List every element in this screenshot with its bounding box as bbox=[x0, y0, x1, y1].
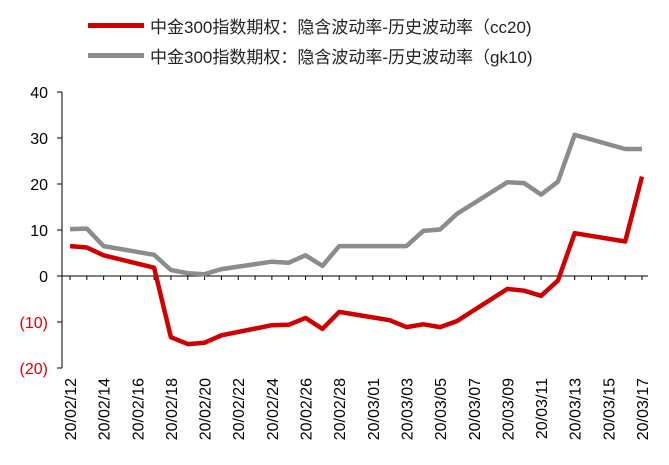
x-tick-label: 20/02/28 bbox=[332, 378, 349, 440]
series-line-gk10 bbox=[69, 132, 642, 277]
x-tick-label: 20/02/26 bbox=[299, 378, 316, 440]
legend-label-gk10: 中金300指数期权：隐含波动率-历史波动率（gk10) bbox=[150, 47, 533, 67]
legend-swatch-gk10 bbox=[88, 52, 144, 58]
chart-legend: 中金300指数期权：隐含波动率-历史波动率（cc20) 中金300指数期权：隐含… bbox=[88, 10, 533, 70]
x-tick-label: 20/02/22 bbox=[231, 378, 248, 440]
x-tick-label: 20/03/15 bbox=[601, 378, 618, 440]
x-tick-label: 20/02/20 bbox=[198, 378, 215, 440]
y-tick-label: 20 bbox=[30, 177, 48, 194]
y-tick-label: 0 bbox=[39, 269, 48, 286]
y-tick-label: (10) bbox=[20, 315, 48, 332]
x-tick-label: 20/03/17 bbox=[635, 378, 652, 440]
x-tick-label: 20/02/24 bbox=[265, 378, 282, 440]
x-tick-label: 20/03/01 bbox=[366, 378, 383, 440]
x-tick-label: 20/02/16 bbox=[130, 378, 147, 440]
y-tick-label: 40 bbox=[30, 85, 48, 102]
x-tick-label: 20/03/03 bbox=[399, 378, 416, 440]
y-tick-label: 10 bbox=[30, 223, 48, 240]
x-tick-label: 20/03/13 bbox=[568, 378, 585, 440]
x-tick-label: 20/02/14 bbox=[97, 378, 114, 440]
x-tick-label: 20/03/05 bbox=[433, 378, 450, 440]
x-tick-label: 20/02/12 bbox=[63, 378, 80, 440]
legend-swatch-cc20 bbox=[88, 22, 144, 28]
x-tick-label: 20/03/11 bbox=[534, 378, 551, 439]
y-tick-label: 30 bbox=[30, 131, 48, 148]
x-tick-label: 20/03/09 bbox=[500, 378, 517, 440]
x-tick-label: 20/03/07 bbox=[467, 378, 484, 440]
series-line-cc20 bbox=[69, 176, 645, 347]
y-tick-label: (20) bbox=[20, 361, 48, 378]
legend-label-cc20: 中金300指数期权：隐含波动率-历史波动率（cc20) bbox=[150, 17, 532, 37]
x-tick-label: 20/02/18 bbox=[164, 378, 181, 440]
legend-item-gk10: 中金300指数期权：隐含波动率-历史波动率（gk10) bbox=[88, 40, 533, 70]
legend-item-cc20: 中金300指数期权：隐含波动率-历史波动率（cc20) bbox=[88, 10, 533, 40]
